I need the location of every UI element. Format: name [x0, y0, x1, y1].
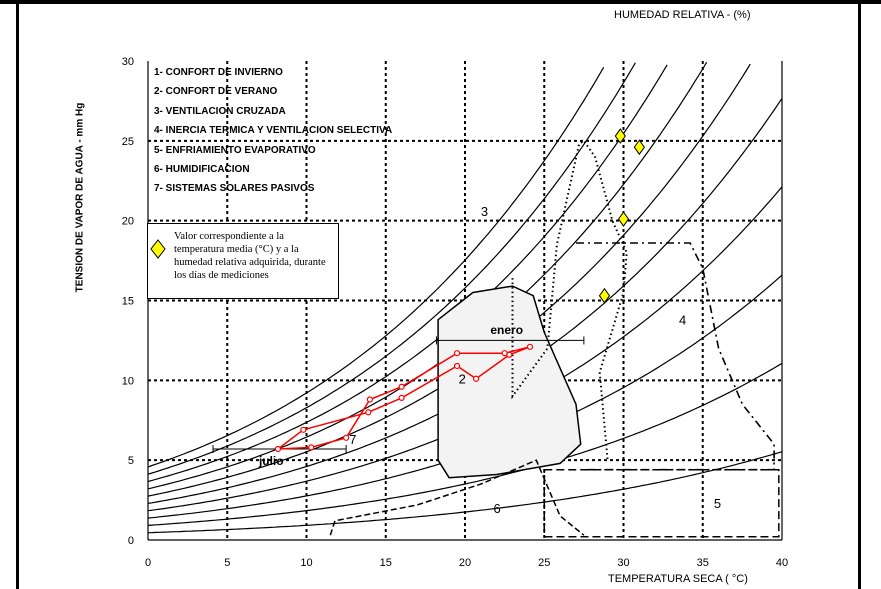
frame-top: [0, 0, 881, 4]
series-point: [506, 351, 513, 358]
mean-value-marker: [614, 128, 626, 144]
series-point: [453, 362, 461, 370]
y-tick-label: 30: [122, 56, 134, 68]
y-tick-label: 10: [122, 375, 134, 387]
x-tick-label: 25: [538, 557, 550, 569]
zone-number-2: 2: [459, 372, 466, 387]
x-tick-label: 0: [145, 557, 151, 569]
y-tick-label: 20: [122, 216, 134, 228]
mean-value-marker: [633, 139, 645, 156]
frame-left: [16, 0, 19, 589]
rh-curve-90: [147, 62, 636, 475]
diamond-icon: [150, 239, 166, 259]
zone-number-5: 5: [714, 496, 721, 511]
x-tick-label: 35: [697, 557, 709, 569]
zone-2-comfort-summer: [437, 285, 582, 479]
zone-legend-item: 2- CONFORT DE VERANO: [154, 86, 278, 98]
zone-number-3: 3: [481, 204, 488, 219]
zone-legend-item: 3- VENTILACION CRUZADA: [154, 105, 286, 117]
x-tick-label: 40: [776, 557, 788, 569]
x-tick-label: 30: [617, 557, 629, 569]
zone-6-humidification: [329, 459, 585, 536]
zone-number-6: 6: [494, 501, 501, 516]
y-tick-label: 0: [128, 535, 134, 547]
y-tick-label: 15: [122, 296, 134, 308]
y-tick-label: 5: [128, 455, 134, 467]
y-axis-label: TENSION DE VAPOR DE AGUA - mm Hg: [74, 102, 86, 293]
x-tick-label: 15: [380, 557, 392, 569]
zone-legend: 1- CONFORT DE INVIERNO 2- CONFORT DE VER…: [154, 63, 392, 199]
rh-curve-100: [147, 66, 605, 468]
zone-legend-item: 4- INERCIA TERMICA Y VENTILACION SELECTI…: [154, 125, 393, 137]
mean-value-marker: [598, 287, 611, 304]
zone-legend-item: 5- ENFRIAMIENTO EVAPORATIVO: [154, 144, 316, 156]
x-tick-label: 5: [224, 557, 230, 569]
mean-value-marker: [617, 211, 630, 227]
series-point: [343, 434, 350, 441]
series-point: [308, 444, 315, 451]
rh-curve-20: [147, 362, 783, 526]
series-point: [398, 394, 405, 401]
frame-right: [858, 0, 861, 589]
zone-legend-item: 7- SISTEMAS SOLARES PASIVOS: [154, 183, 315, 195]
series-point: [366, 396, 373, 403]
x-tick-label: 20: [459, 557, 471, 569]
series-point: [300, 426, 307, 433]
y-tick-label: 25: [122, 136, 134, 148]
zone-number-7: 7: [349, 432, 356, 447]
month-label-julio: julio: [258, 454, 284, 468]
series-point: [453, 350, 461, 357]
marker-legend-text: Valor correspondiente a la temperatura m…: [174, 231, 326, 281]
series-point: [365, 409, 372, 416]
zone-3-cross-ventilation: [511, 139, 628, 461]
month-label-enero: enero: [490, 323, 523, 337]
zone-legend-item: 6- HUMIDIFICACION: [154, 164, 250, 176]
series-point: [472, 375, 480, 382]
zone-legend-item: 1- CONFORT DE INVIERNO: [154, 67, 283, 78]
marker-legend-box: Valor correspondiente a la temperatura m…: [147, 223, 339, 299]
x-axis-label: TEMPERATURA SECA ( °C): [608, 573, 748, 585]
series-point: [274, 445, 282, 453]
rh-curve-10: [147, 451, 783, 534]
series-point: [398, 383, 405, 390]
zone-number-4: 4: [679, 312, 686, 327]
x-tick-label: 10: [300, 557, 312, 569]
top-axis-label: HUMEDAD RELATIVA - (%): [614, 9, 751, 21]
rh-curve-80: [147, 64, 668, 483]
zone-4-thermal-inertia: [576, 242, 775, 471]
series-point: [526, 343, 534, 350]
zone-5-evaporative-cooling: [543, 468, 780, 538]
